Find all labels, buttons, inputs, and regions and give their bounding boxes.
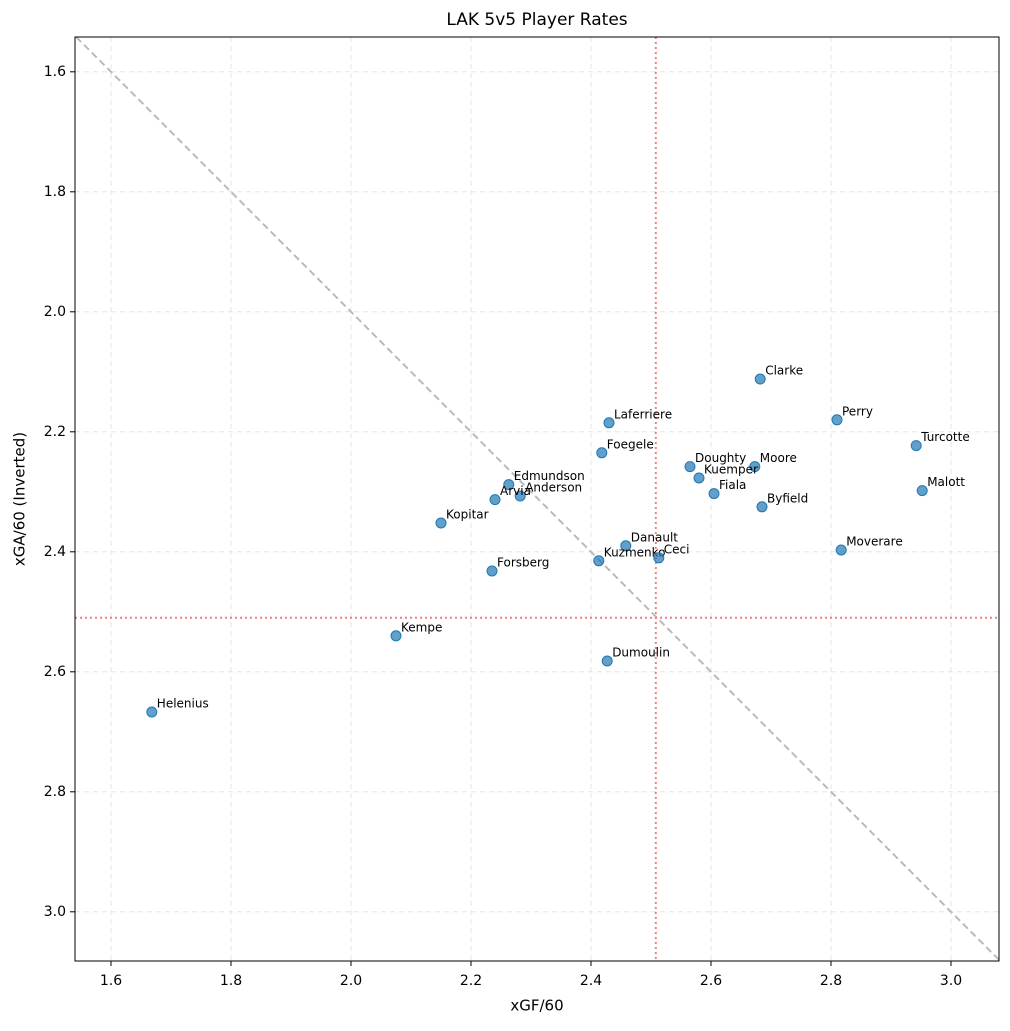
point <box>749 461 761 473</box>
point-label: Dumoulin <box>612 646 670 660</box>
point <box>756 501 768 513</box>
x-tick-label: 1.6 <box>100 973 122 989</box>
x-tick-label: 2.2 <box>460 973 482 989</box>
point <box>503 479 515 491</box>
point <box>653 552 665 564</box>
point <box>146 706 158 718</box>
x-tick-label: 1.8 <box>220 973 242 989</box>
point-label: Foegele <box>607 437 654 451</box>
point-label: Clarke <box>765 364 803 378</box>
point <box>708 488 720 500</box>
y-tick-label: 1.8 <box>44 184 66 200</box>
point-label: Moverare <box>846 535 903 549</box>
point <box>693 472 705 484</box>
point-label: Edmundson <box>514 469 585 483</box>
point-label: Laferriere <box>614 407 672 421</box>
y-axis-label: xGA/60 (Inverted) <box>11 432 29 566</box>
point <box>910 440 922 452</box>
point <box>916 485 928 497</box>
point-label: Turcotte <box>920 430 970 444</box>
point-label: Forsberg <box>497 556 549 570</box>
x-tick-label: 2.0 <box>340 973 362 989</box>
x-tick-label: 2.4 <box>580 973 602 989</box>
point <box>835 544 847 556</box>
x-tick-label: 3.0 <box>940 973 962 989</box>
point-label: Anderson <box>525 481 582 495</box>
x-tick-label: 2.8 <box>820 973 842 989</box>
point-label: Perry <box>842 404 873 418</box>
point-label: Malott <box>927 475 965 489</box>
y-tick-label: 3.0 <box>44 904 66 920</box>
point-label: Kuzmenko <box>604 545 666 559</box>
point-label: Moore <box>760 451 797 465</box>
point-label: Kempe <box>401 620 442 634</box>
point <box>601 655 613 667</box>
point-label: Danault <box>631 530 678 544</box>
point <box>831 414 843 426</box>
point <box>620 540 632 552</box>
plot-frame <box>74 36 1000 962</box>
point <box>486 565 498 577</box>
point-label: Arvia <box>500 484 531 498</box>
point <box>684 461 696 473</box>
x-axis-label: xGF/60 <box>510 997 563 1015</box>
point <box>593 555 605 567</box>
point-label: Byfield <box>767 491 808 505</box>
y-tick-label: 2.0 <box>44 304 66 320</box>
point-label: Fiala <box>719 478 746 492</box>
point <box>489 494 501 506</box>
point <box>603 417 615 429</box>
chart-title: LAK 5v5 Player Rates <box>446 10 627 30</box>
point-label: Doughty <box>695 451 746 465</box>
point-label: Helenius <box>157 697 209 711</box>
point-label: Ceci <box>664 542 690 556</box>
point <box>514 490 526 502</box>
point-label: Kopitar <box>446 508 489 522</box>
diagonal-line <box>75 37 999 961</box>
point <box>435 517 447 529</box>
point <box>390 630 402 642</box>
point-label: Kuemper <box>704 463 758 477</box>
point <box>596 447 608 459</box>
y-tick-label: 1.6 <box>44 64 66 80</box>
y-tick-label: 2.6 <box>44 664 66 680</box>
point <box>754 373 766 385</box>
y-tick-label: 2.4 <box>44 544 66 560</box>
x-tick-label: 2.6 <box>700 973 722 989</box>
y-tick-label: 2.2 <box>44 424 66 440</box>
y-tick-label: 2.8 <box>44 784 66 800</box>
